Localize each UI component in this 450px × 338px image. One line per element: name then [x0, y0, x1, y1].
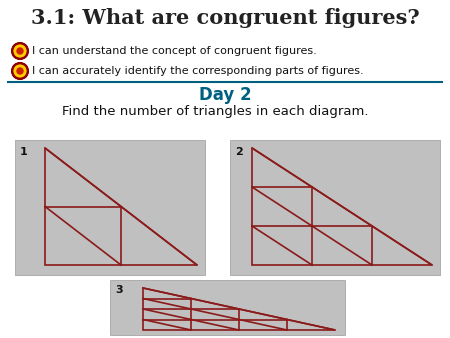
Circle shape [14, 65, 26, 77]
Circle shape [17, 68, 23, 74]
Text: I can accurately identify the corresponding parts of figures.: I can accurately identify the correspond… [32, 66, 364, 76]
Text: 3: 3 [115, 285, 122, 295]
Circle shape [17, 48, 23, 54]
Circle shape [14, 45, 26, 57]
Bar [15, 140, 205, 275]
Text: Day 2: Day 2 [199, 86, 251, 104]
Text: Find the number of triangles in each diagram.: Find the number of triangles in each dia… [62, 105, 368, 119]
Bar [230, 140, 440, 275]
Circle shape [12, 43, 28, 59]
Text: 3.1: What are congruent figures?: 3.1: What are congruent figures? [31, 8, 419, 28]
Bar [110, 280, 345, 335]
Circle shape [12, 63, 28, 79]
Text: I can understand the concept of congruent figures.: I can understand the concept of congruen… [32, 46, 317, 56]
Text: 2: 2 [235, 147, 243, 157]
Text: 1: 1 [20, 147, 28, 157]
